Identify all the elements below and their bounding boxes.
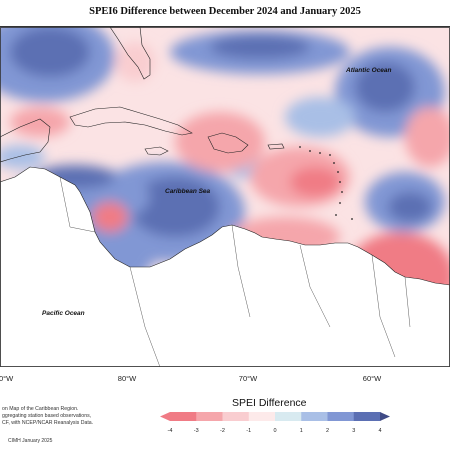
legend-arrow-low <box>160 412 170 421</box>
legend-swatch <box>301 412 328 421</box>
land-florida <box>109 27 151 80</box>
label-caribbean-sea: Caribbean Sea <box>165 188 211 195</box>
legend-tick-label: 1 <box>300 428 303 434</box>
country-borders <box>59 176 411 367</box>
legend-tick-label: -1 <box>246 428 251 434</box>
lon-tick-60w: 60°W <box>362 374 382 383</box>
land-hispaniola <box>207 132 249 154</box>
land-yucatan <box>0 118 51 163</box>
color-legend: -4 -3 -2 -1 0 1 2 3 4 <box>160 412 390 434</box>
label-atlantic-ocean: Atlantic Ocean <box>345 67 392 74</box>
footnote-line-3: CF, with NCEP/NCAR Reanalysis Data. <box>2 420 94 426</box>
legend-swatch <box>196 412 223 421</box>
land-central-south-america <box>0 166 450 367</box>
label-pacific-ocean: Pacific Ocean <box>42 310 85 317</box>
legend-tick-label: 0 <box>273 428 276 434</box>
legend-tick-label: 3 <box>352 428 355 434</box>
footnote-line-2: ggregating station based observations, <box>2 413 92 419</box>
lon-tick-80w: 80°W <box>117 374 137 383</box>
land-puerto-rico <box>267 143 285 150</box>
legend-swatch <box>327 412 355 421</box>
legend-swatch <box>222 412 250 421</box>
legend-tick-label: -2 <box>220 428 225 434</box>
land-jamaica <box>144 146 169 156</box>
land-cuba <box>69 106 193 136</box>
legend-tick-label: 4 <box>378 428 381 434</box>
legend-title: SPEI Difference <box>232 397 307 409</box>
lesser-antilles <box>299 146 353 220</box>
title-divider <box>0 26 450 27</box>
legend-tick-label: -3 <box>194 428 199 434</box>
legend-tick-label: -4 <box>168 428 173 434</box>
spei-difference-map: Atlantic Ocean Caribbean Sea Pacific Oce… <box>0 27 450 367</box>
lon-tick-70w: 70°W <box>238 374 258 383</box>
legend-swatch <box>353 412 381 421</box>
footnote-line-1: on Map of the Caribbean Region. <box>2 406 79 412</box>
legend-swatch <box>170 412 197 421</box>
legend-swatch <box>275 412 302 421</box>
lon-tick-90w: 90°W <box>0 374 14 383</box>
map-title: SPEI6 Difference between December 2024 a… <box>89 6 361 17</box>
legend-tick-label: 2 <box>326 428 329 434</box>
credit-text: CIMH January 2025 <box>8 438 53 444</box>
legend-swatch <box>248 412 276 421</box>
legend-arrow-high <box>380 412 390 421</box>
